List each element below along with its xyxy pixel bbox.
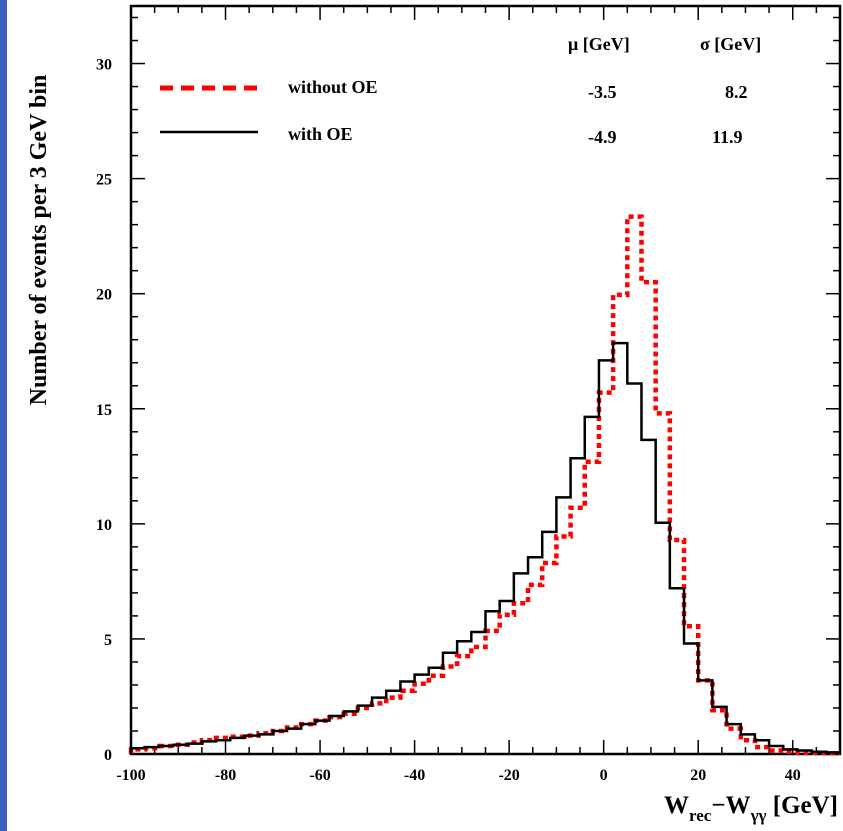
y-tick-label: 30 [96,57,112,74]
x-axis-title-unit: [GeV] [767,792,839,819]
x-tick-label: -40 [404,767,425,784]
y-tick-label: 25 [96,172,112,189]
legend-mu-without-oe: -3.5 [588,82,617,102]
legend-label-without-oe: without OE [288,77,378,97]
legend-mu-with-oe: -4.9 [588,127,617,147]
axis-ticks [130,6,841,755]
x-tick-label: 0 [600,767,608,784]
x-axis-title-w2: W [726,792,751,819]
x-tick-label: -60 [309,767,330,784]
y-tick-label: 20 [96,287,112,304]
y-tick-label: 10 [96,517,112,534]
y-axis-title: Number of events per 3 GeV bin [26,75,52,406]
y-tick-label: 5 [104,632,112,649]
x-axis-title-dash: − [711,792,725,819]
legend-mu-header: μ [GeV] [568,34,630,54]
x-axis-title-sub1: rec [689,806,712,825]
y-tick-label: 15 [96,402,112,419]
legend-sigma-with-oe: 11.9 [712,127,743,147]
series-with-oe [129,341,840,754]
tick-labels: -100 -80 -60 -40 -20 0 20 40 0 5 10 15 20 25 30 [96,57,801,784]
series-layer [128,214,840,756]
x-tick-label: -80 [215,767,236,784]
legend: without OE with OE μ [GeV] σ [GeV] -3.5 … [160,34,761,147]
x-tick-label: -20 [498,767,519,784]
left-accent-bar [0,0,7,831]
x-axis-title-w1: W [664,792,689,819]
x-axis-title: Wrec−Wγγ [GeV] [664,792,838,825]
legend-label-with-oe: with OE [288,124,353,144]
plot-frame [129,4,842,756]
x-tick-label: 40 [785,767,801,784]
y-tick-label: 0 [104,747,112,764]
series-without-oe [128,214,840,756]
x-axis-title-sub2: γγ [750,806,767,825]
legend-sigma-header: σ [GeV] [700,34,761,54]
x-tick-label: -100 [116,767,145,784]
legend-sigma-without-oe: 8.2 [725,82,748,102]
x-tick-label: 20 [690,767,706,784]
